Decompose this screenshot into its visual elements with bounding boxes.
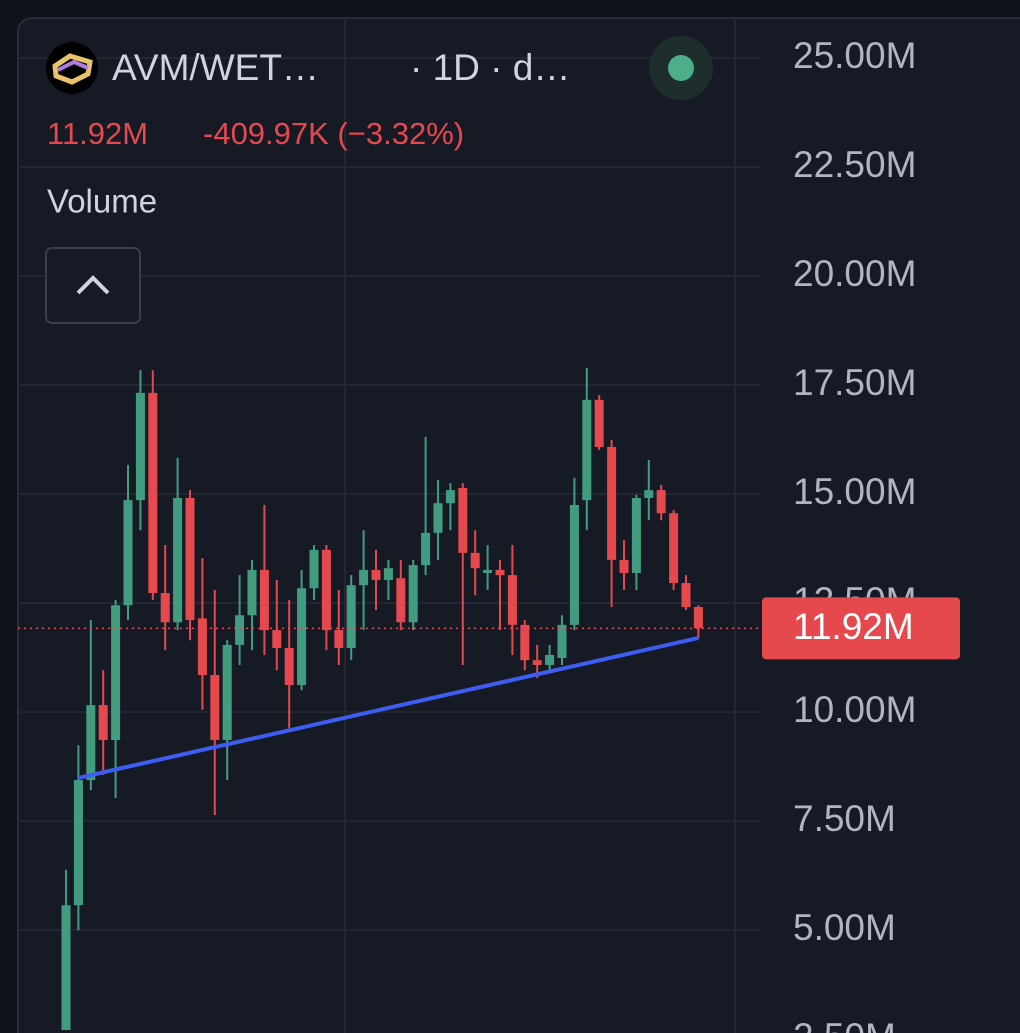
candle-body <box>693 606 703 629</box>
y-tick-label: 15.00M <box>793 471 916 512</box>
candle-body <box>359 569 369 586</box>
candle-body <box>557 624 567 658</box>
candle-body <box>98 705 108 740</box>
candle-body <box>321 549 331 631</box>
candle-body <box>111 605 121 740</box>
y-tick-label: 7.50M <box>793 798 896 839</box>
y-tick-label: 17.50M <box>793 362 916 403</box>
y-tick-label: 5.00M <box>793 907 896 948</box>
status-dot <box>668 55 694 81</box>
last-price: 11.92M <box>47 116 148 151</box>
symbol: AVM/WET… <box>112 47 319 88</box>
candle-body <box>656 490 666 514</box>
candle-body <box>520 624 530 661</box>
y-tick-label: 2.50M <box>793 1016 896 1033</box>
last-price-box <box>762 597 960 660</box>
candle-body <box>445 490 455 504</box>
overlay: 11.92M <box>18 597 960 780</box>
candle-body <box>297 588 307 686</box>
candle-body <box>433 503 443 533</box>
candle-body <box>173 497 183 623</box>
candle-body <box>86 705 96 781</box>
trendline <box>77 635 699 780</box>
y-tick-label: 25.00M <box>793 35 916 76</box>
collapse-button[interactable] <box>45 247 141 324</box>
candle-body <box>545 654 555 665</box>
y-tick-label: 10.00M <box>793 689 916 730</box>
candle-body <box>309 549 319 589</box>
indicator-label: Volume <box>47 183 157 220</box>
candle-body <box>681 582 691 607</box>
candle-body <box>284 647 294 686</box>
candle-body <box>346 585 356 648</box>
candle-body <box>135 392 145 501</box>
header: AVM/WET… · 1D · d… 11.92M -409.97K (−3.3… <box>45 36 713 324</box>
candle-body <box>247 569 257 616</box>
candle-body <box>123 500 133 606</box>
candle-body <box>408 565 418 623</box>
candle-body <box>222 644 232 740</box>
candle-body <box>470 552 480 569</box>
candle-body <box>160 593 170 623</box>
candle-body <box>594 399 604 447</box>
candle-body <box>644 490 654 498</box>
candle-body <box>631 497 641 573</box>
y-tick-label: 22.50M <box>793 144 916 185</box>
candle-body <box>507 575 517 625</box>
interval: · 1D · d… <box>410 47 570 88</box>
candle-body <box>259 569 269 631</box>
panel <box>17 17 1020 1033</box>
candle-body <box>383 568 393 580</box>
candle-body <box>371 569 381 580</box>
candle-body <box>582 399 592 501</box>
logo-mark <box>57 59 89 72</box>
candle-body <box>607 446 617 560</box>
logo <box>46 42 98 94</box>
candle-body <box>185 497 195 621</box>
candle-body <box>73 780 83 906</box>
candle-body <box>396 578 406 623</box>
candle-body <box>334 630 344 648</box>
candle-body <box>619 559 629 573</box>
candle-body <box>61 905 71 1030</box>
candle-body <box>272 630 282 648</box>
y-tick-label: 20.00M <box>793 253 916 294</box>
candles <box>61 368 703 1030</box>
candle-body <box>569 504 579 625</box>
candle-body <box>483 569 493 573</box>
candle-body <box>235 615 245 645</box>
candle-body <box>421 532 431 566</box>
candle-body <box>197 618 207 676</box>
candle-body <box>532 660 542 665</box>
candle-body <box>458 487 468 553</box>
candle-body <box>210 675 220 740</box>
last-price-label: 11.92M <box>793 606 914 647</box>
candle-body <box>148 392 158 594</box>
chevron-icon <box>76 275 110 295</box>
change: -409.97K (−3.32%) <box>203 116 464 151</box>
logo-mark <box>52 53 93 85</box>
candle-body <box>669 513 679 583</box>
candle-body <box>495 569 505 576</box>
